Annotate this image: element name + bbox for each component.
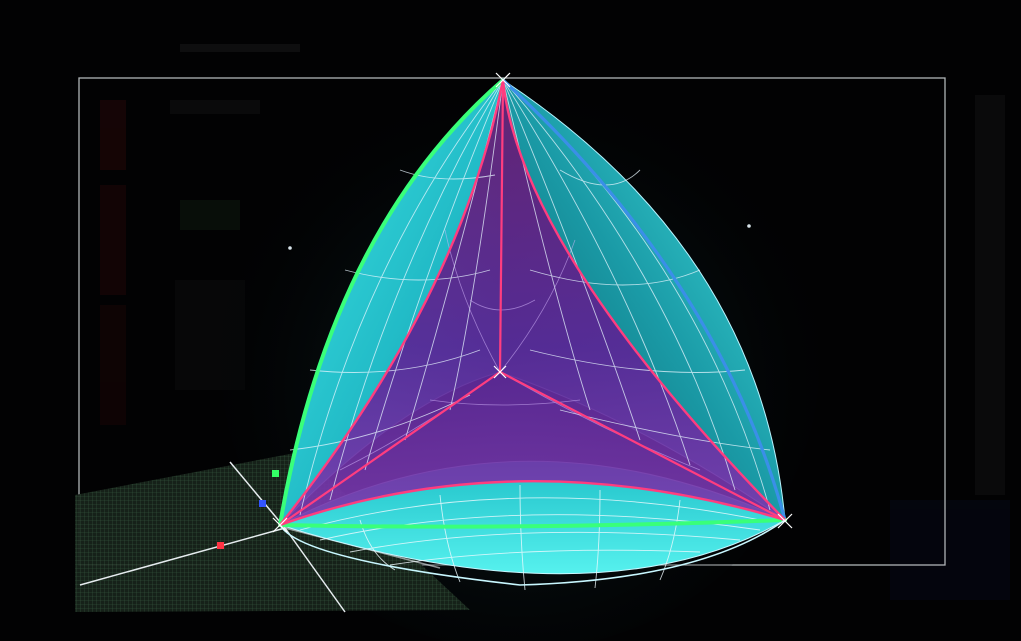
face-inner	[280, 80, 785, 525]
edge-green-bottom	[278, 518, 787, 529]
edge-pink-inner-left	[278, 78, 505, 527]
edge-pink-inner-bottom	[278, 480, 787, 527]
edge-blue-right	[501, 78, 787, 522]
reuleaux-tetrahedron[interactable]	[278, 78, 787, 591]
axis-gizmo-icon[interactable]	[217, 470, 279, 549]
edge-pink-inner-right	[501, 78, 787, 522]
edge-highlights	[278, 78, 787, 586]
crosshair-icon[interactable]	[272, 72, 793, 533]
background-ui-ghost	[100, 44, 1010, 600]
wireframe-left	[289, 79, 504, 516]
wireframe-right	[502, 79, 771, 511]
edge-green-left	[278, 78, 505, 527]
